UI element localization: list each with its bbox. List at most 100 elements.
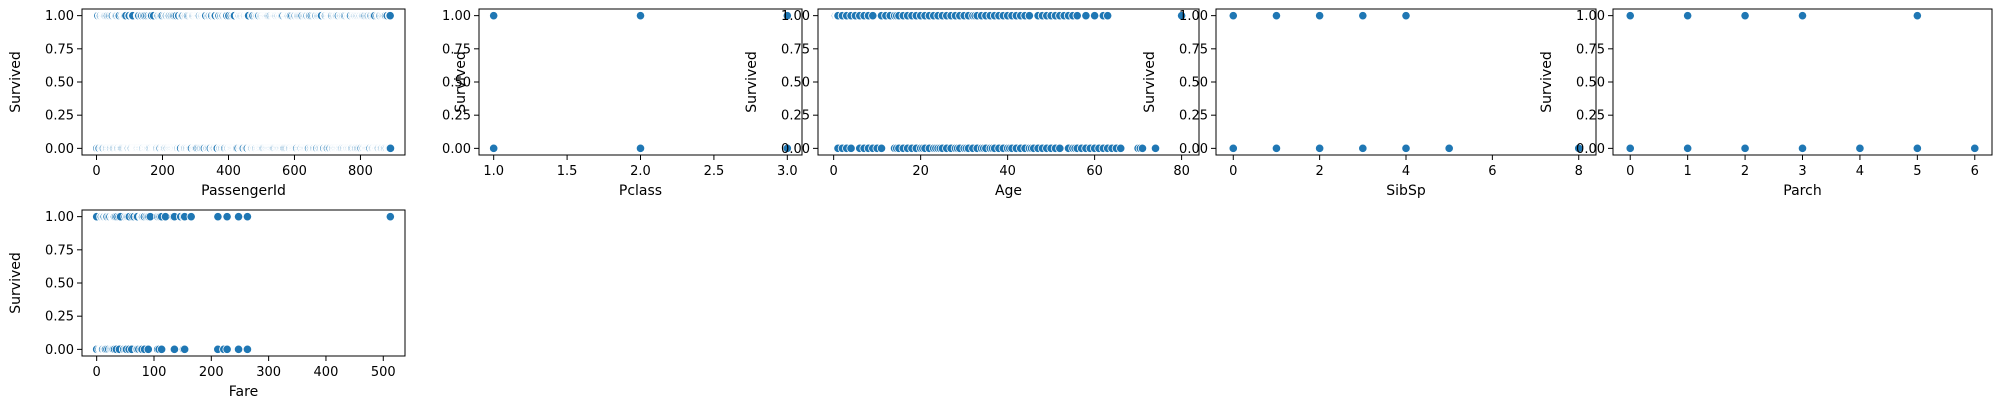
y-axis-label: Survived — [1539, 51, 1555, 112]
x-tick-label: 60 — [1086, 164, 1103, 179]
x-tick-label: 80 — [1173, 164, 1190, 179]
data-point — [1315, 11, 1325, 21]
y-tick-label: 1.00 — [45, 210, 74, 225]
data-points — [1228, 11, 1584, 153]
data-point — [1912, 143, 1922, 153]
x-axis-label: Parch — [1783, 183, 1821, 199]
data-point — [1358, 11, 1368, 21]
data-point — [1625, 143, 1635, 153]
y-tick-label: 0.25 — [45, 310, 74, 325]
data-point — [868, 11, 878, 21]
data-point — [1090, 11, 1100, 21]
data-point — [186, 212, 196, 222]
subplot-parch: 0 1 2 3 4 5 6 0.00 0.25 0.50 0.75 1.00 Parch Survived — [1539, 8, 1993, 199]
data-point — [1103, 11, 1113, 21]
subplot-age: 0 20 40 60 80 0.00 0.25 0.50 0.75 1.00 Age Survived — [744, 8, 1200, 199]
y-axis-label: Survived — [8, 252, 24, 313]
subplot-passengerid: 0 200 400 600 800 0.00 0.25 0.50 0.75 1.00 Passeng… — [8, 8, 406, 199]
data-point — [782, 143, 792, 153]
x-tick-label: 200 — [150, 164, 175, 179]
data-point — [1072, 11, 1082, 21]
axes-frame — [1612, 8, 1993, 156]
x-tick-label: 6 — [1971, 164, 1979, 179]
data-point — [846, 143, 856, 153]
data-point — [233, 344, 244, 354]
data-point — [160, 212, 171, 222]
data-point — [1683, 11, 1693, 21]
data-point — [1150, 143, 1161, 153]
data-point — [1683, 143, 1693, 153]
data-point — [1137, 143, 1148, 153]
data-point — [1024, 11, 1034, 21]
x-tick-label: 3 — [1798, 164, 1806, 179]
data-points — [92, 212, 395, 354]
x-tick-label: 2 — [1741, 164, 1749, 179]
data-point — [635, 11, 646, 21]
x-tick-label: 400 — [216, 164, 241, 179]
data-point — [1315, 143, 1325, 153]
data-points — [489, 11, 792, 153]
x-tick-label: 4 — [1402, 164, 1410, 179]
y-tick-label: 1.00 — [1576, 9, 1605, 24]
x-axis-label: Pclass — [619, 183, 662, 199]
y-tick-label: 0.75 — [1576, 42, 1605, 57]
data-point — [169, 344, 180, 354]
x-tick-label: 8 — [1575, 164, 1583, 179]
data-point — [1912, 11, 1922, 21]
x-tick-label: 0 — [93, 365, 101, 380]
x-tick-label: 5 — [1913, 164, 1921, 179]
x-tick-label: 500 — [371, 365, 396, 380]
y-axis-label: Survived — [453, 51, 469, 112]
data-point — [635, 143, 646, 153]
y-axis-label: Survived — [8, 51, 24, 112]
y-tick-label: 0.00 — [1179, 142, 1208, 157]
y-tick-label: 0.25 — [1576, 109, 1605, 124]
x-tick-label: 2.0 — [630, 164, 651, 179]
y-tick-label: 0.00 — [45, 343, 74, 358]
x-tick-label: 20 — [912, 164, 929, 179]
data-point — [1401, 143, 1411, 153]
data-point — [1625, 11, 1635, 21]
y-tick-label: 0.25 — [1179, 109, 1208, 124]
data-point — [876, 143, 887, 153]
x-tick-label: 4 — [1856, 164, 1864, 179]
axes-frame — [81, 209, 406, 357]
x-tick-label: 1 — [1684, 164, 1692, 179]
y-tick-label: 0.50 — [1179, 76, 1208, 91]
x-axis-label: SibSp — [1386, 183, 1426, 199]
y-tick-label: 0.75 — [1179, 42, 1208, 57]
subplot-pclass: 1.0 1.5 2.0 2.5 3.0 0.00 0.25 0.50 0.75 1.00 Pclas… — [442, 8, 803, 199]
data-point — [782, 11, 792, 21]
data-point — [1797, 11, 1808, 21]
x-tick-label: 0 — [830, 164, 838, 179]
data-point — [1797, 143, 1808, 153]
y-tick-label: 0.00 — [442, 142, 471, 157]
x-tick-label: 0 — [92, 164, 100, 179]
y-tick-label: 0.75 — [781, 42, 810, 57]
x-tick-label: 2 — [1315, 164, 1323, 179]
y-tick-label: 0.75 — [45, 42, 74, 57]
x-tick-label: 100 — [142, 365, 167, 380]
subplot-fare: 0 100 200 300 400 500 0.00 0.25 0.50 0.75 1.00 Fare… — [8, 209, 406, 400]
data-point — [1358, 143, 1368, 153]
data-point — [222, 212, 232, 222]
data-point — [489, 11, 499, 21]
y-tick-label: 0.50 — [45, 277, 74, 292]
y-tick-label: 0.75 — [442, 42, 471, 57]
data-point — [1228, 11, 1238, 21]
x-tick-label: 0 — [1229, 164, 1237, 179]
x-axis-label: PassengerId — [201, 183, 286, 199]
x-tick-label: 800 — [348, 164, 373, 179]
data-point — [489, 143, 499, 153]
y-tick-label: 0.75 — [45, 243, 74, 258]
y-tick-label: 0.50 — [442, 76, 471, 91]
y-tick-label: 0.00 — [1576, 142, 1605, 157]
x-tick-label: 400 — [314, 365, 339, 380]
data-points — [1625, 11, 1980, 153]
x-tick-label: 40 — [999, 164, 1016, 179]
data-point — [1228, 143, 1238, 153]
subplot-sibsp: 0 2 4 6 8 0.00 0.25 0.50 0.75 1.00 SibSp Survived — [1142, 8, 1597, 199]
data-point — [1740, 11, 1750, 21]
y-tick-label: 0.00 — [45, 142, 74, 157]
